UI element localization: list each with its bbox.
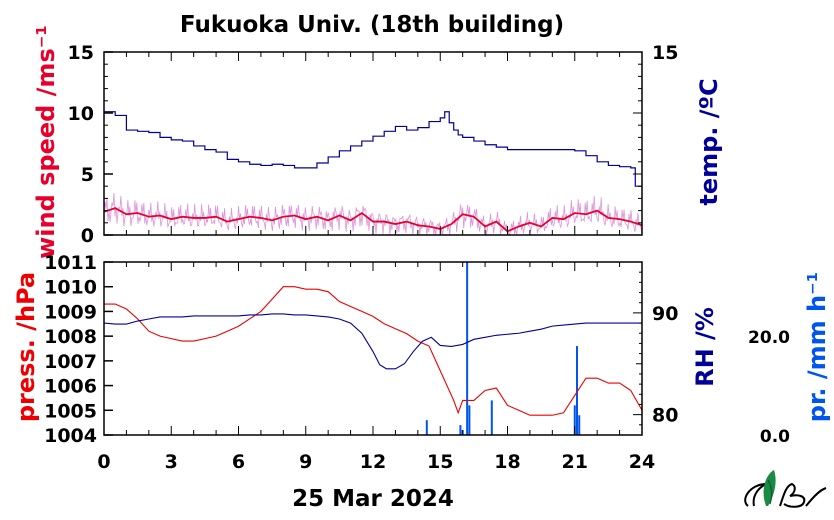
- hour-tick-label: 0: [97, 451, 110, 473]
- pressure-tick-label: 1009: [44, 301, 97, 323]
- temperature-line: [104, 111, 642, 187]
- hour-tick-label: 21: [562, 451, 588, 473]
- pressure-tick-label: 1004: [44, 425, 97, 447]
- precip-bar: [573, 405, 576, 435]
- pressure-line: [104, 286, 643, 416]
- rh-axis-label: RH /%: [691, 307, 719, 387]
- rh-tick-label: 80: [652, 405, 678, 427]
- hour-tick-label: 6: [232, 451, 245, 473]
- precip-bar: [459, 425, 462, 435]
- hour-tick-label: 12: [360, 451, 386, 473]
- wind-temperature-series: [103, 111, 643, 233]
- top-plot-frame: [103, 51, 643, 236]
- precip-tick-label: 20.0: [748, 328, 790, 348]
- precip-bar: [468, 405, 471, 435]
- wind-tick-label: 15: [68, 42, 94, 64]
- hour-tick-label: 15: [427, 451, 453, 473]
- chart-title: Fukuoka Univ. (18th building): [180, 12, 564, 38]
- pressure-humidity-panel: 1004100510061007100810091010101180900.02…: [12, 252, 831, 473]
- top-axes: 0 5 10 15 15: [68, 42, 679, 247]
- pressure-tick-label: 1010: [44, 277, 97, 299]
- wind-speed-line: [103, 207, 643, 233]
- hour-tick-label: 24: [629, 451, 655, 473]
- pressure-tick-label: 1008: [44, 326, 97, 348]
- pressure-tick-label: 1007: [44, 351, 97, 373]
- wind-temperature-panel: 0 5 10 15 15 wind speed /ms⁻¹ temp. /ºC: [32, 25, 723, 259]
- pressure-axis-label: press. /hPa: [12, 272, 40, 422]
- pressure-tick-label: 1011: [44, 252, 97, 274]
- precip-axis-label: pr. /mm h⁻¹: [803, 272, 831, 422]
- pressure-tick-label: 1005: [44, 400, 97, 422]
- precip-bar: [575, 346, 578, 435]
- wind-gust-line: [103, 192, 643, 237]
- wind-tick-label: 5: [81, 164, 94, 186]
- hour-tick-label: 3: [165, 451, 178, 473]
- wind-gust-trace: [103, 192, 643, 237]
- precip-bar: [466, 262, 469, 435]
- wind-axis-label: wind speed /ms⁻¹: [32, 25, 60, 259]
- precip-bar: [425, 420, 428, 435]
- wind-tick-label: 10: [68, 103, 94, 125]
- rh-tick-label: 90: [652, 303, 678, 325]
- wind-tick-label: 0: [81, 225, 94, 247]
- precip-tick-label: 0.0: [760, 427, 790, 447]
- hour-tick-label: 9: [299, 451, 312, 473]
- bottom-axes: 1004100510061007100810091010101180900.02…: [44, 252, 790, 473]
- date-label: 25 Mar 2024: [292, 486, 454, 512]
- precip-bar: [490, 400, 493, 435]
- pressure-tick-label: 1006: [44, 376, 97, 398]
- leaf-logo-icon: [744, 470, 827, 508]
- hour-tick-label: 18: [494, 451, 520, 473]
- temp-axis-label: temp. /ºC: [695, 78, 723, 205]
- pressure-humidity-series: [103, 262, 643, 435]
- temp-tick-label: 15: [652, 42, 678, 64]
- bottom-plot-frame: [103, 261, 643, 436]
- precip-bar: [578, 415, 581, 435]
- rh-line: [103, 313, 642, 370]
